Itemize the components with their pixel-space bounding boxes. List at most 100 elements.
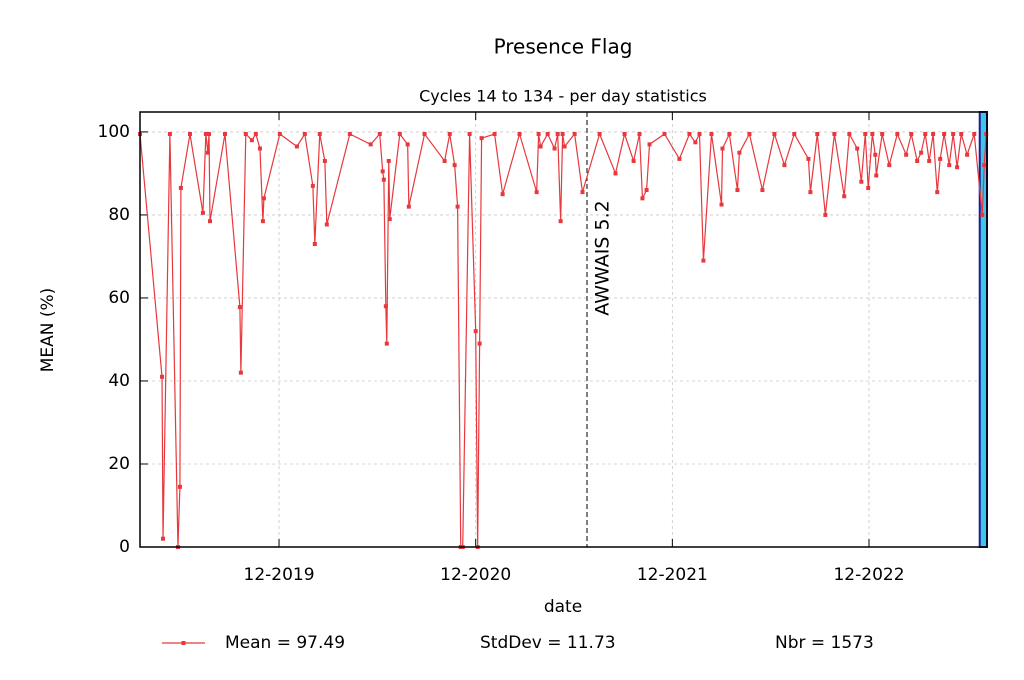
point — [697, 131, 702, 136]
point — [222, 131, 227, 136]
point — [377, 131, 382, 136]
point — [947, 163, 952, 168]
y-tick-label: 80 — [108, 205, 130, 225]
point — [538, 144, 543, 149]
y-tick-label: 40 — [108, 371, 130, 391]
point — [467, 131, 472, 136]
point — [677, 156, 682, 161]
point — [772, 131, 777, 136]
point — [260, 219, 265, 224]
point — [534, 190, 539, 195]
point — [322, 158, 327, 163]
legend-marker — [181, 641, 186, 645]
point — [647, 142, 652, 147]
point — [160, 374, 165, 379]
point — [637, 131, 642, 136]
point — [887, 163, 892, 168]
point — [387, 217, 392, 222]
series-line — [139, 131, 987, 548]
point — [613, 171, 618, 176]
point — [560, 131, 565, 136]
point — [177, 484, 182, 489]
point — [406, 204, 411, 209]
point — [842, 194, 847, 199]
point — [580, 190, 585, 195]
point — [915, 158, 920, 163]
point — [808, 190, 813, 195]
point — [942, 131, 947, 136]
point — [644, 188, 649, 193]
point — [473, 329, 478, 334]
point — [870, 131, 875, 136]
y-tick-label: 0 — [119, 537, 130, 557]
point — [555, 131, 560, 136]
point — [719, 202, 724, 207]
point — [310, 183, 315, 188]
point — [302, 131, 307, 136]
point — [735, 188, 740, 193]
point — [383, 304, 388, 309]
point — [384, 341, 389, 346]
point — [927, 158, 932, 163]
point — [662, 131, 667, 136]
point — [972, 131, 977, 136]
annotation-label: AWWAIS 5.2 — [592, 200, 614, 315]
point — [455, 204, 460, 209]
point — [317, 131, 322, 136]
point — [492, 131, 497, 136]
point — [792, 131, 797, 136]
point — [984, 131, 989, 136]
y-tick-label: 20 — [108, 454, 130, 474]
x-axis-label: date — [544, 597, 582, 617]
point — [622, 131, 627, 136]
point — [517, 131, 522, 136]
point — [238, 370, 243, 375]
stat-label: StdDev = 11.73 — [480, 633, 616, 653]
point — [859, 179, 864, 184]
point — [205, 150, 210, 155]
point — [701, 258, 706, 263]
point — [760, 188, 765, 193]
point — [737, 150, 742, 155]
point — [597, 131, 602, 136]
point — [405, 142, 410, 147]
point — [904, 152, 909, 157]
point — [178, 185, 183, 190]
point — [880, 131, 885, 136]
point — [866, 185, 871, 190]
point — [552, 146, 557, 151]
point — [720, 146, 725, 151]
point — [257, 146, 262, 151]
point — [855, 146, 860, 151]
point — [562, 144, 567, 149]
point — [640, 196, 645, 201]
point — [687, 131, 692, 136]
point — [545, 131, 550, 136]
point — [203, 131, 208, 136]
point — [931, 131, 936, 136]
point — [747, 131, 752, 136]
point — [832, 131, 837, 136]
point — [938, 156, 943, 161]
x-tick-label: 12-2021 — [637, 565, 708, 585]
legend-label: Mean = 97.49 — [225, 633, 345, 653]
point — [479, 136, 484, 141]
point — [253, 131, 258, 136]
point — [847, 131, 852, 136]
point — [815, 131, 820, 136]
point — [935, 190, 940, 195]
chart-subtitle: Cycles 14 to 134 - per day statistics — [419, 87, 707, 106]
point — [951, 131, 956, 136]
point — [386, 158, 391, 163]
point — [572, 131, 577, 136]
point — [208, 219, 213, 224]
point — [381, 177, 386, 182]
point — [709, 131, 714, 136]
point — [187, 131, 192, 136]
x-tick-label: 12-2020 — [440, 565, 511, 585]
point — [207, 131, 212, 136]
x-tick-label: 12-2019 — [244, 565, 315, 585]
point — [982, 163, 987, 168]
point — [368, 142, 373, 147]
